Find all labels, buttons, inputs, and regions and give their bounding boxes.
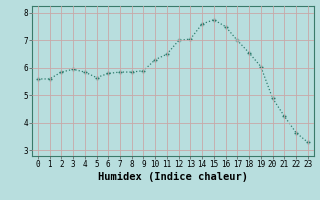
X-axis label: Humidex (Indice chaleur): Humidex (Indice chaleur) xyxy=(98,172,248,182)
